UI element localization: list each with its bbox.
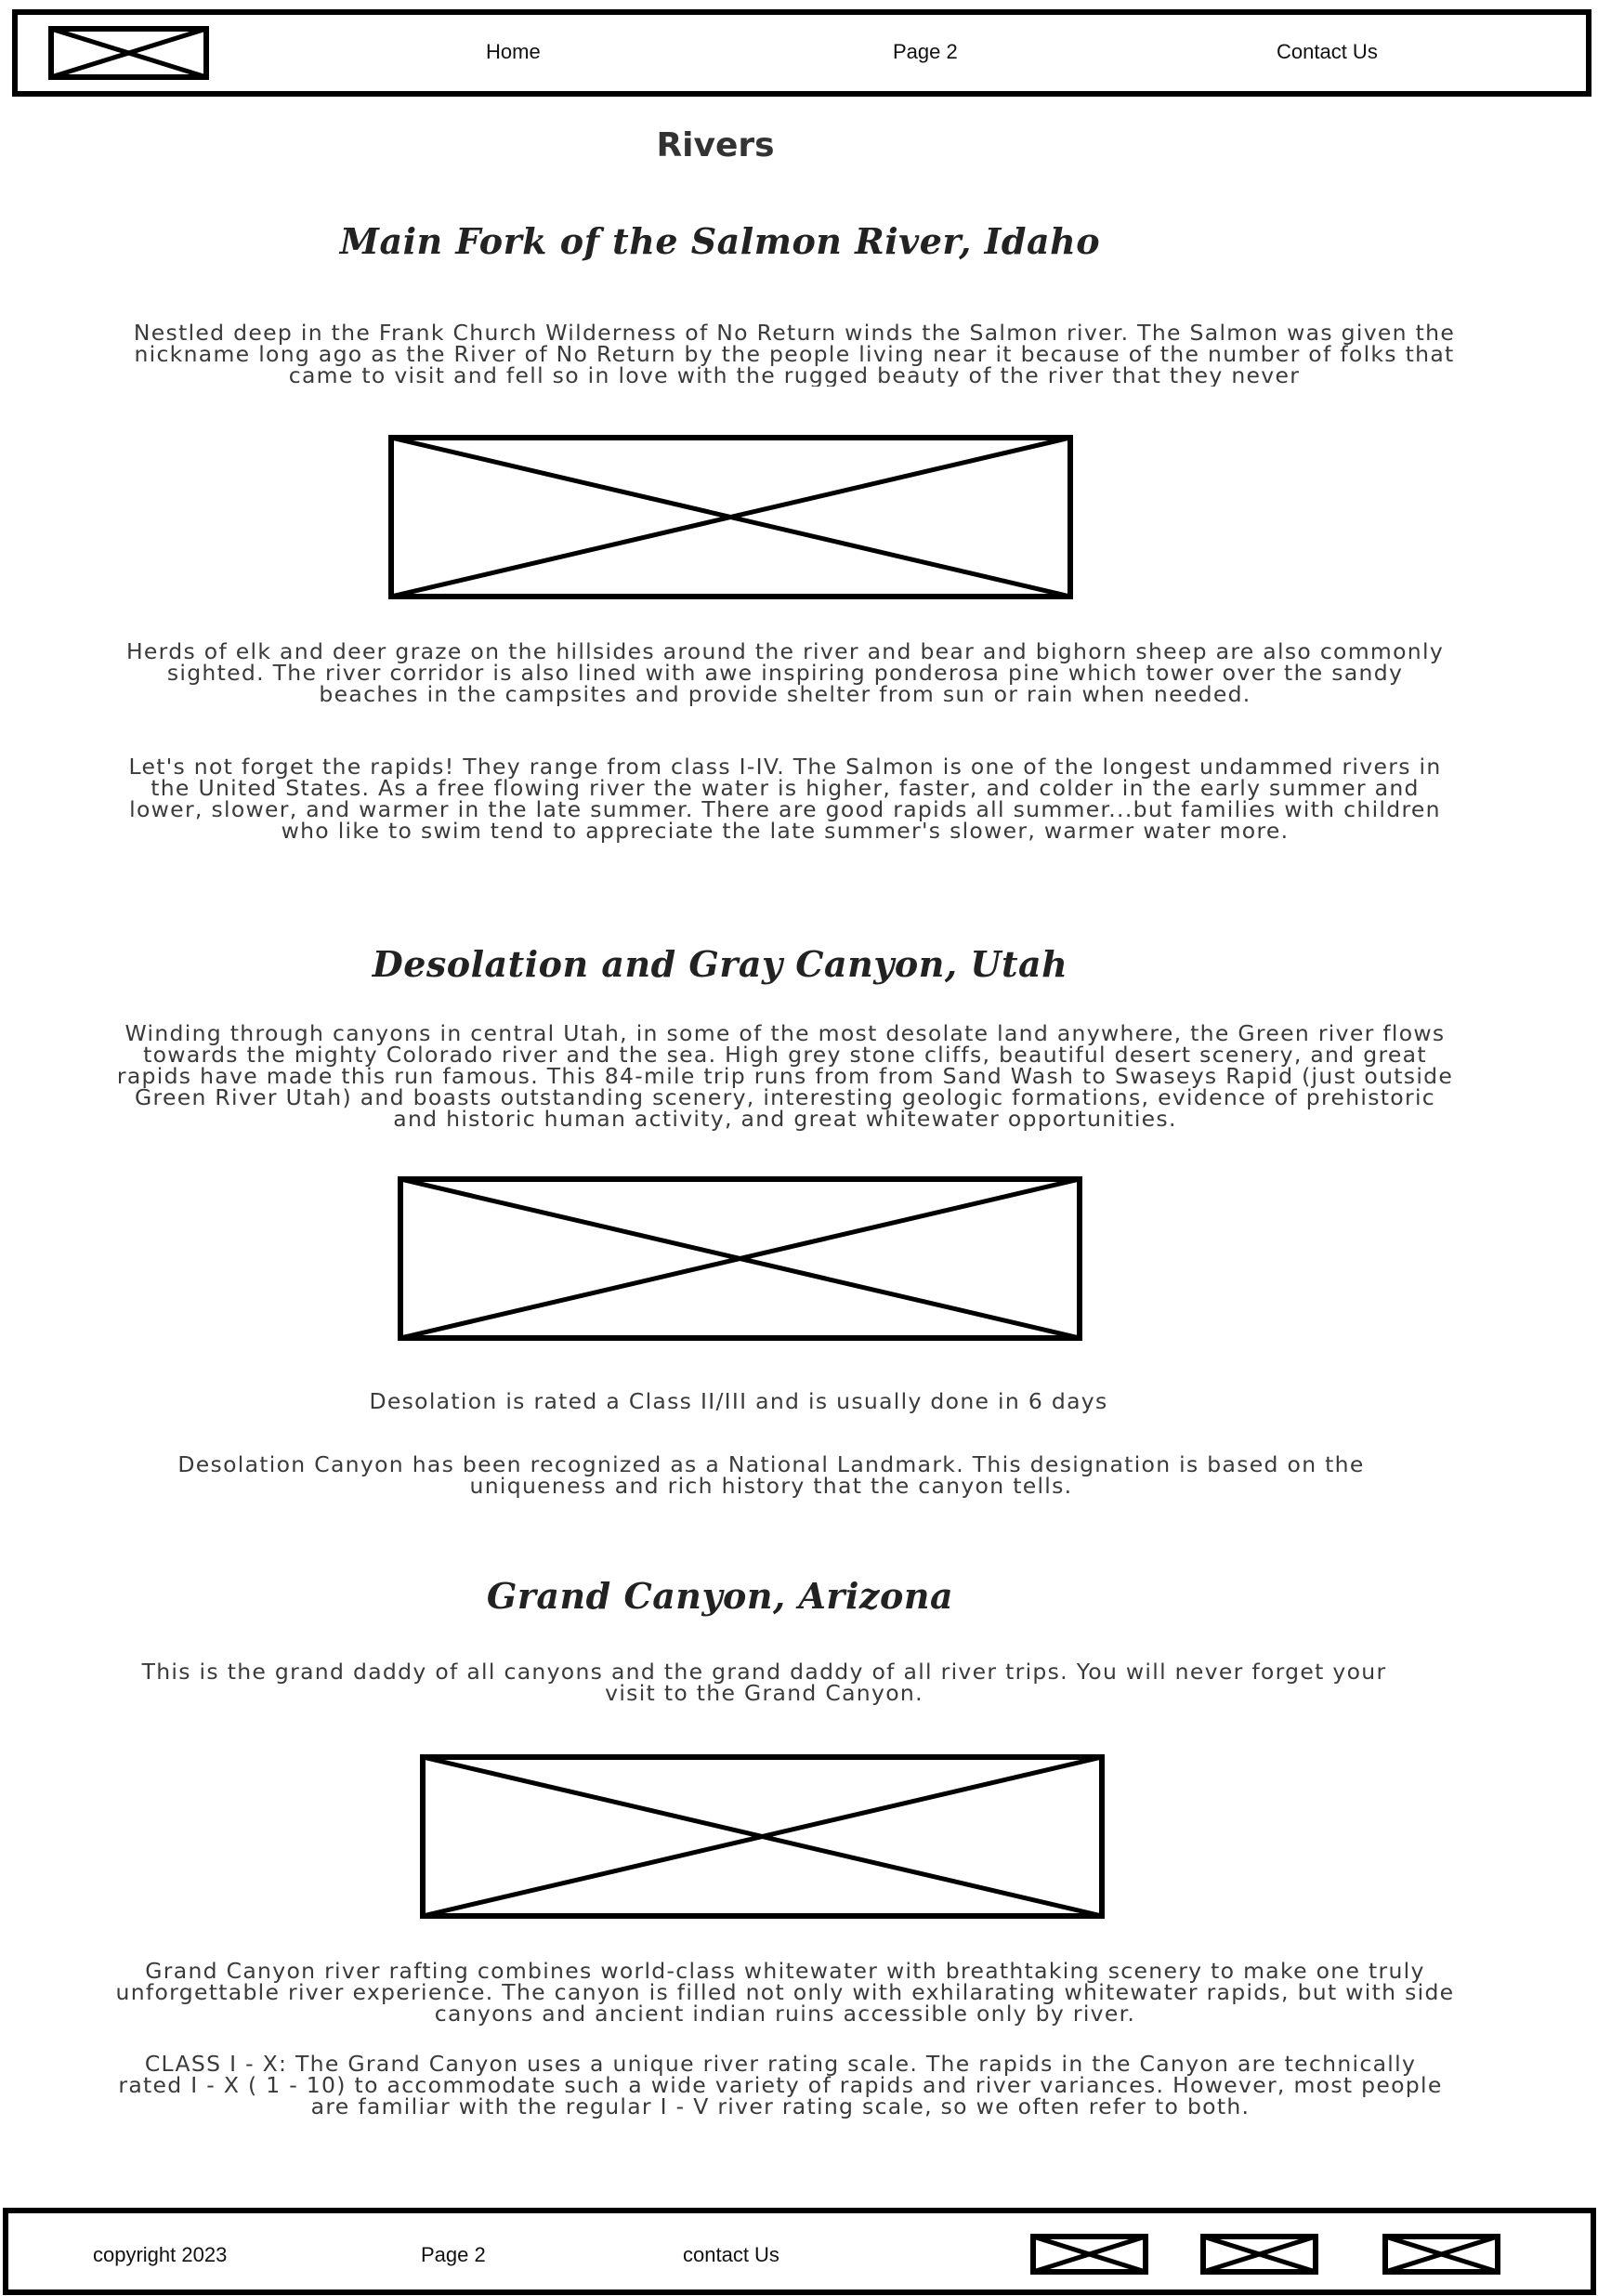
site-header (12, 9, 1591, 97)
footer-page2-link[interactable]: Page 2 (421, 2243, 486, 2266)
nav-home-link[interactable]: Home (486, 40, 541, 63)
footer-social-placeholder-icon-1[interactable] (1030, 2234, 1148, 2275)
nav-page2-link[interactable]: Page 2 (893, 40, 958, 63)
section-heading-salmon: Main Fork of the Salmon River, Idaho (339, 220, 1101, 262)
footer-contact-link[interactable]: contact Us (683, 2243, 779, 2266)
section-paragraph-desolation-landmark: Desolation Canyon has been recognized as… (177, 1451, 1365, 1499)
section-paragraph-desolation-rating: Desolation is rated a Class II/III and i… (369, 1388, 1108, 1414)
logo-image-placeholder-icon[interactable] (48, 26, 209, 80)
grand-canyon-image-placeholder-icon (420, 1754, 1105, 1919)
footer-copyright: copyright 2023 (93, 2243, 228, 2266)
section-paragraph-salmon-rapids: Let's not forget the rapids! They range … (128, 754, 1442, 844)
desolation-image-placeholder-icon (398, 1176, 1082, 1341)
page-title: Rivers (656, 126, 775, 164)
nav-contact-link[interactable]: Contact Us (1277, 40, 1378, 63)
section-heading-desolation: Desolation and Gray Canyon, Utah (372, 943, 1068, 985)
section-intro-desolation: Winding through canyons in central Utah,… (116, 1020, 1454, 1132)
section-paragraph-salmon-wildlife: Herds of elk and deer graze on the hills… (125, 638, 1445, 707)
section-intro-grand-canyon: This is the grand daddy of all canyons a… (141, 1659, 1387, 1706)
footer-social-placeholder-icon-2[interactable] (1200, 2234, 1318, 2275)
salmon-image-placeholder-icon (388, 435, 1073, 599)
section-paragraph-grand-canyon-rafting: Grand Canyon river rafting combines worl… (115, 1958, 1455, 2027)
section-heading-grand-canyon: Grand Canyon, Arizona (486, 1575, 954, 1617)
section-intro-salmon: Nestled deep in the Frank Church Wildern… (133, 322, 1456, 387)
site-footer (3, 2208, 1596, 2295)
footer-social-placeholder-icon-3[interactable] (1382, 2234, 1500, 2275)
section-paragraph-grand-canyon-class: CLASS I - X: The Grand Canyon uses a uni… (118, 2051, 1443, 2119)
